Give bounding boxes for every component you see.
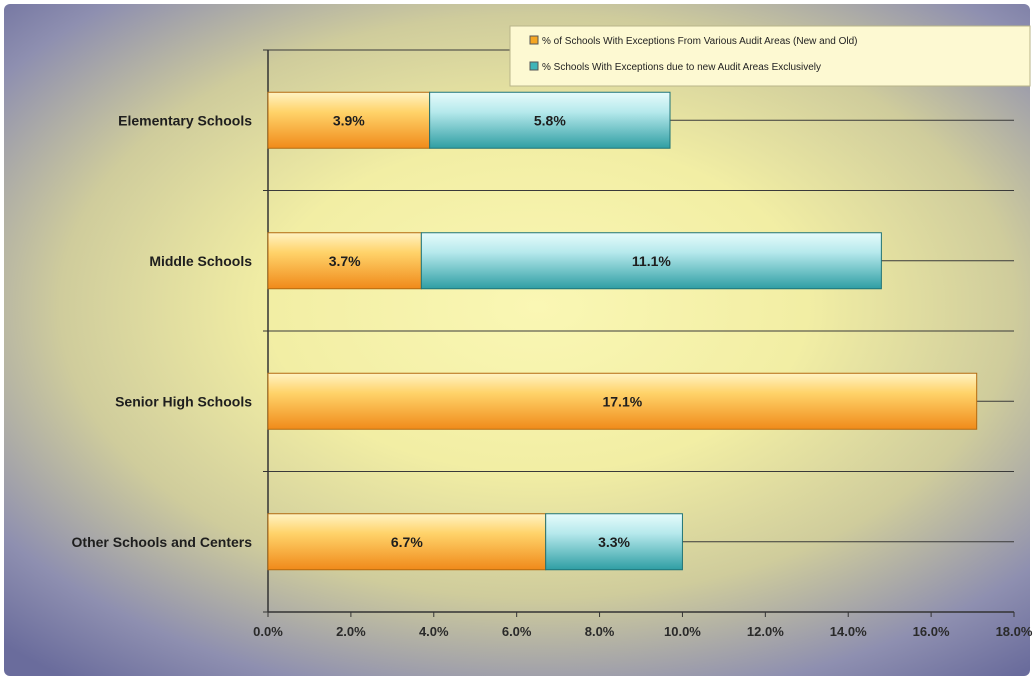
x-tick-label: 16.0%	[913, 624, 950, 639]
bar-segment	[267, 91, 431, 149]
data-label: 17.1%	[602, 393, 642, 409]
legend-swatch	[529, 35, 539, 45]
category-label: Elementary Schools	[118, 112, 252, 128]
data-label: 6.7%	[391, 534, 423, 550]
x-tick-label: 6.0%	[502, 624, 532, 639]
legend-box	[509, 25, 1031, 87]
x-tick-label: 8.0%	[585, 624, 615, 639]
legend-label: % of Schools With Exceptions From Variou…	[542, 36, 858, 47]
x-tick-label: 2.0%	[336, 624, 366, 639]
category-label: Middle Schools	[149, 253, 252, 269]
data-label: 3.9%	[333, 112, 365, 128]
bar-segment	[429, 91, 671, 149]
bar-segment	[545, 513, 683, 571]
data-label: 3.3%	[598, 534, 630, 550]
legend-label: % Schools With Exceptions due to new Aud…	[542, 62, 821, 73]
x-tick-label: 14.0%	[830, 624, 867, 639]
bar-segment	[267, 372, 978, 430]
x-tick-label: 0.0%	[253, 624, 283, 639]
bar-segment	[267, 513, 547, 571]
data-label: 5.8%	[534, 112, 566, 128]
legend-swatch	[529, 61, 539, 71]
data-label: 3.7%	[329, 253, 361, 269]
x-tick-label: 4.0%	[419, 624, 449, 639]
x-tick-label: 18.0%	[996, 624, 1033, 639]
category-label: Senior High Schools	[115, 393, 252, 409]
data-label: 11.1%	[632, 253, 671, 269]
x-tick-label: 12.0%	[747, 624, 784, 639]
x-tick-label: 10.0%	[664, 624, 701, 639]
bar-segment	[420, 232, 882, 290]
bar-segment	[267, 232, 422, 290]
category-label: Other Schools and Centers	[72, 534, 253, 550]
